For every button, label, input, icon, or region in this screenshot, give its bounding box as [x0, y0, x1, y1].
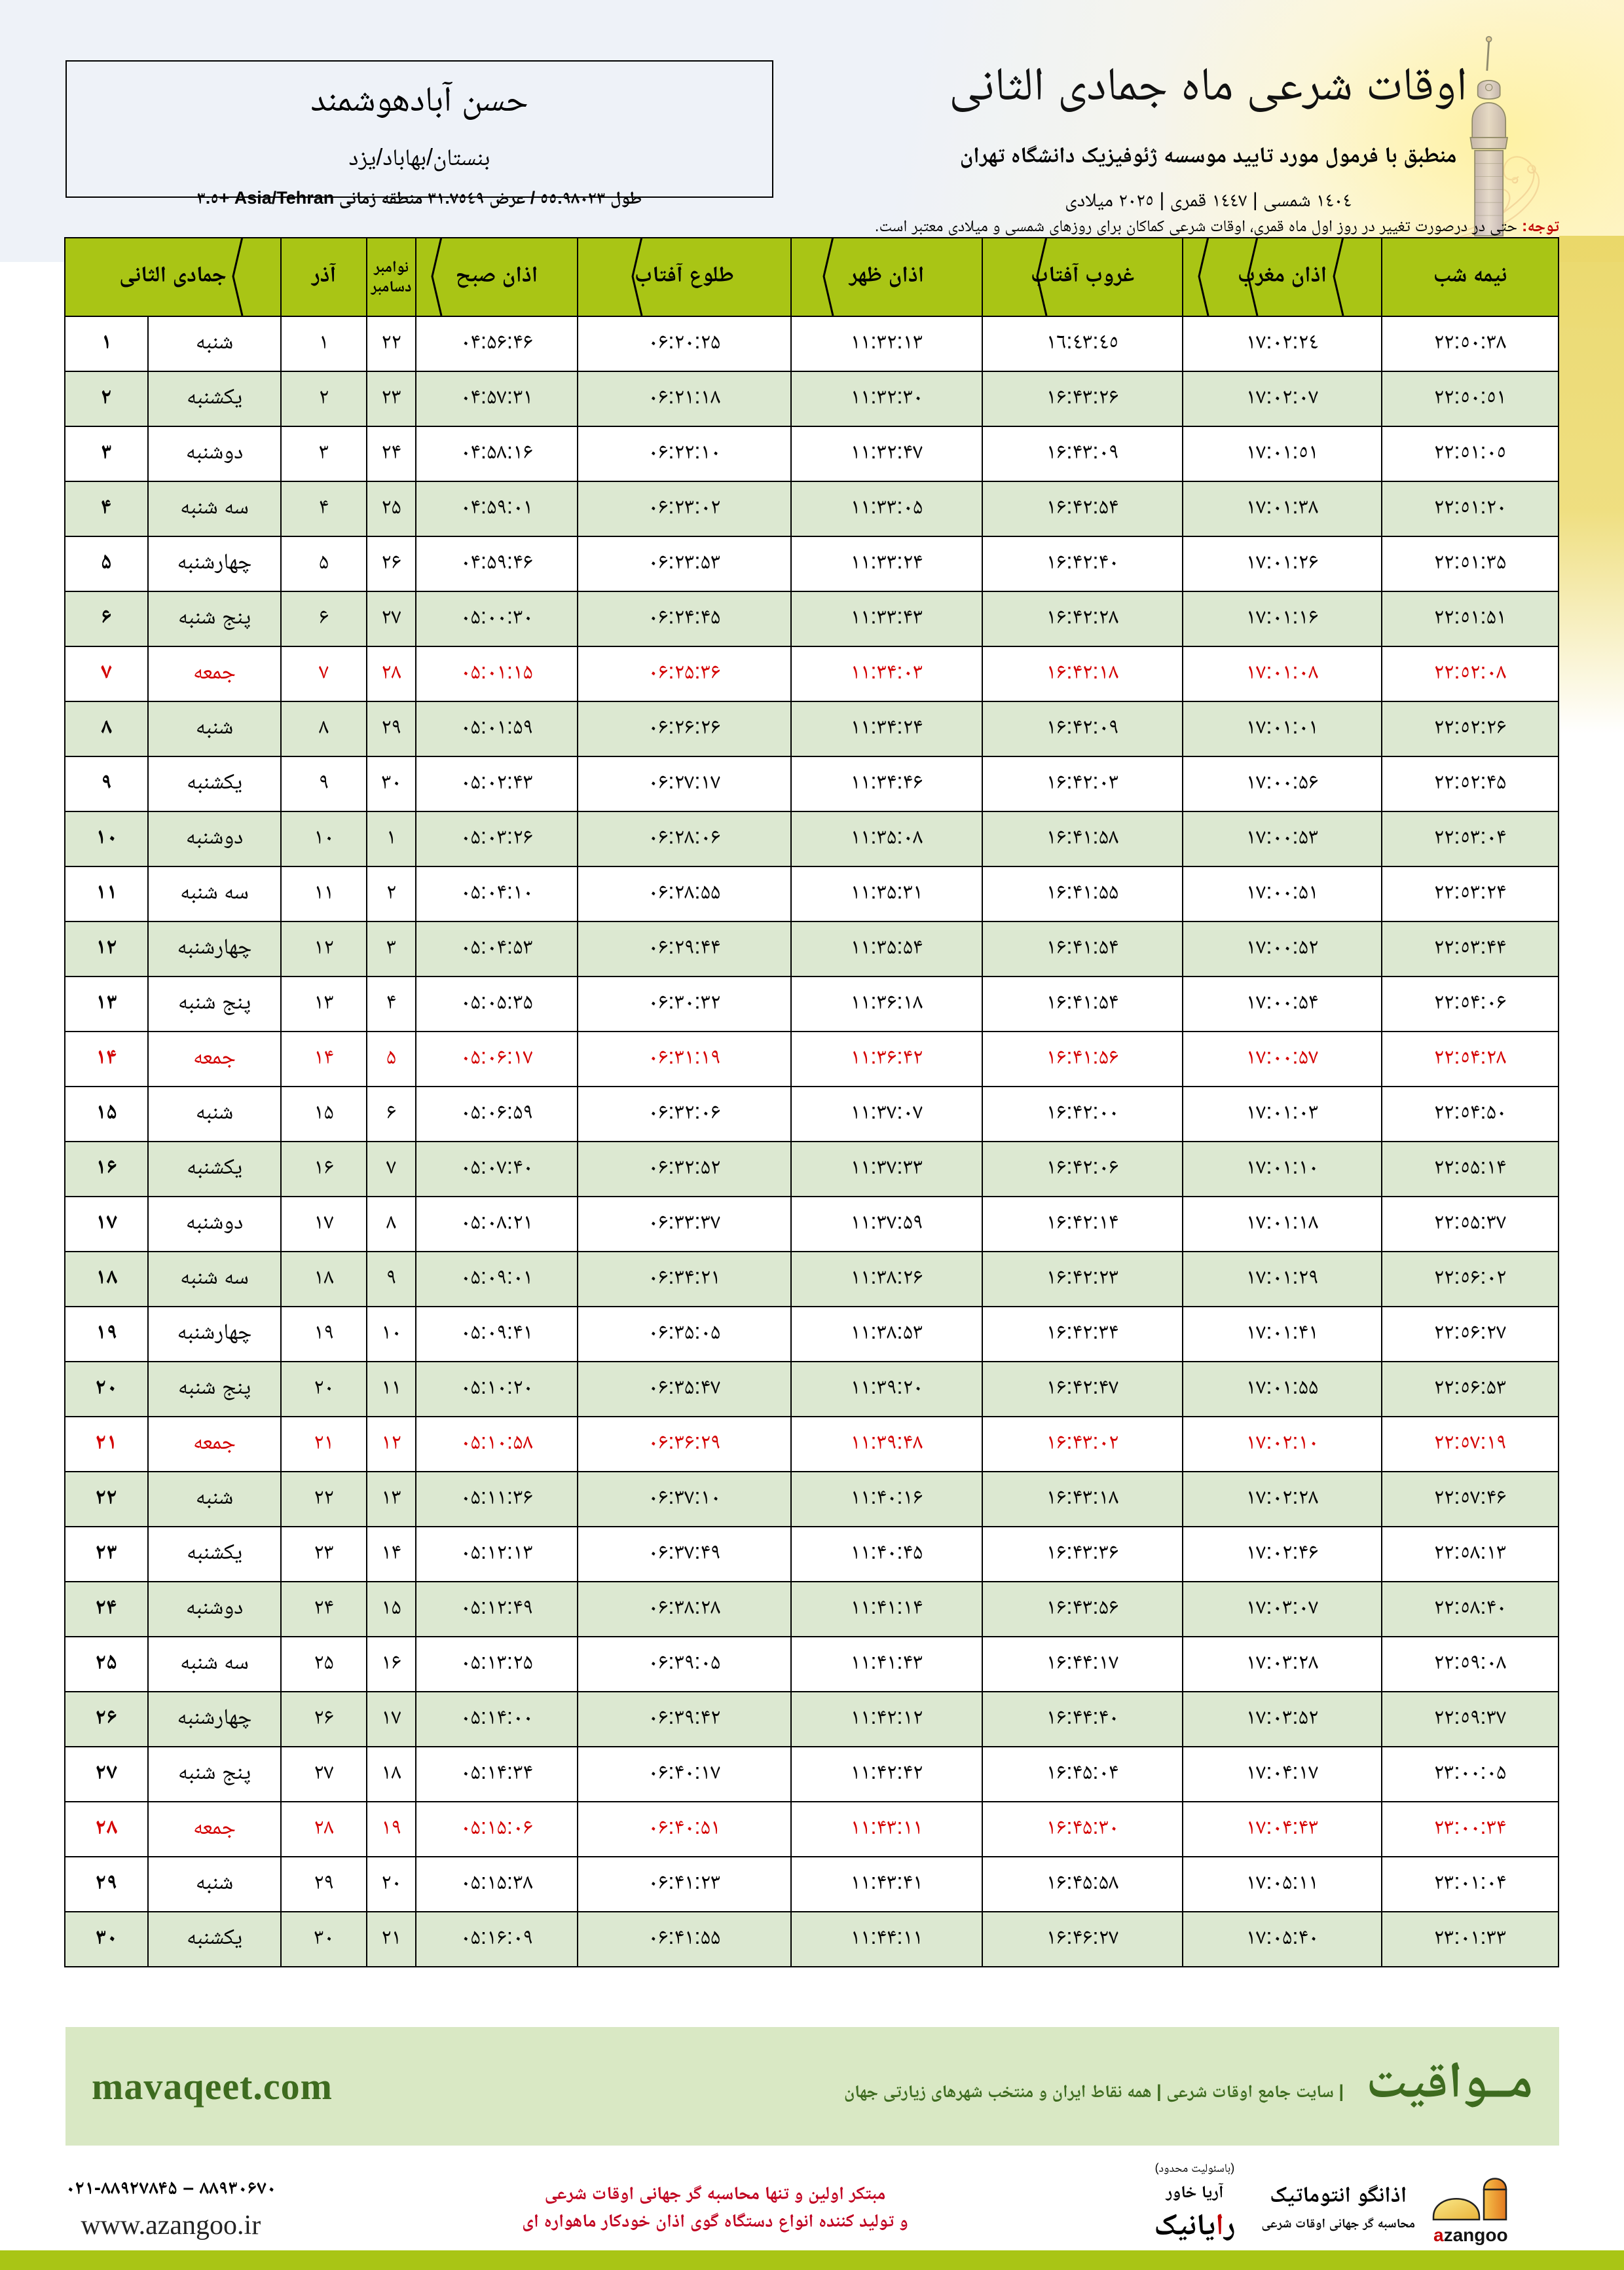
- svg-text:azangoo: azangoo: [1433, 2225, 1508, 2245]
